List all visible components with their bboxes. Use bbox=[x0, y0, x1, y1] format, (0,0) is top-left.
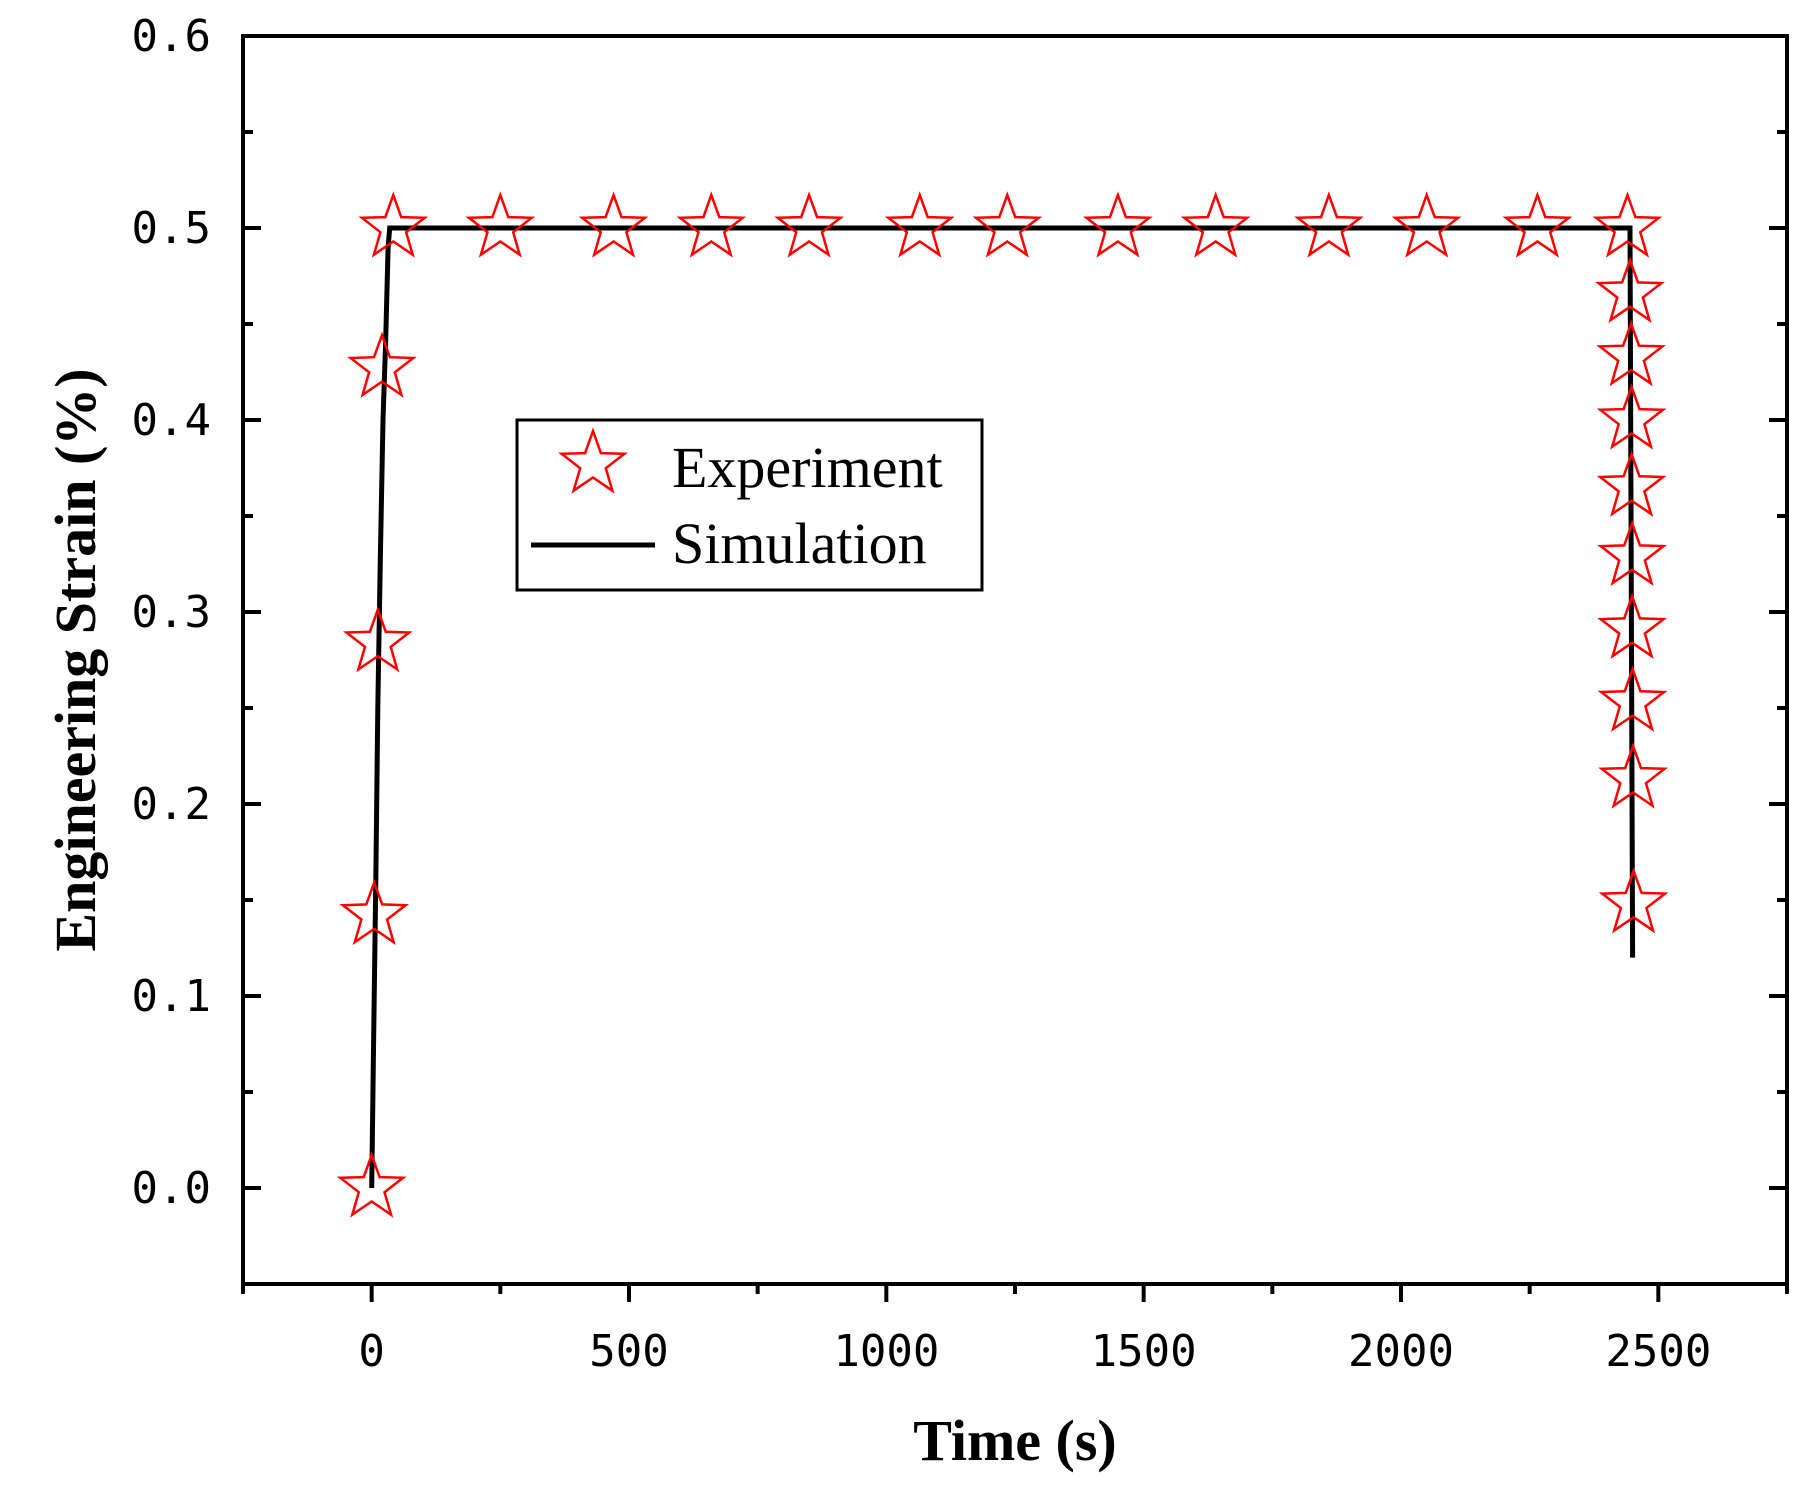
experiment-star-marker bbox=[1592, 191, 1663, 258]
y-axis-ticks bbox=[243, 34, 1787, 1286]
experiment-star-marker bbox=[1597, 592, 1668, 659]
x-tick-label: 0 bbox=[358, 1326, 385, 1377]
y-tick-label: 0.3 bbox=[132, 587, 211, 638]
experiment-star-marker bbox=[1597, 665, 1668, 732]
experiment-star-marker bbox=[1502, 191, 1573, 258]
x-axis-title: Time (s) bbox=[913, 1408, 1117, 1473]
y-tick-label: 0.5 bbox=[132, 203, 211, 254]
experiment-star-marker bbox=[1596, 450, 1667, 517]
experiment-star-marker bbox=[1180, 191, 1251, 258]
y-tick-label: 0.4 bbox=[132, 395, 211, 446]
experiment-star-marker bbox=[339, 878, 410, 946]
y-axis-tick-labels: 0.0 0.1 0.2 0.3 0.4 0.5 0.6 bbox=[132, 11, 211, 1214]
experiment-star-marker bbox=[1598, 742, 1669, 809]
legend-box bbox=[515, 418, 984, 592]
series-layer bbox=[336, 191, 1669, 1218]
experiment-star-marker bbox=[1598, 867, 1669, 934]
experiment-star-marker bbox=[1597, 519, 1668, 586]
experiment-star-marker bbox=[1082, 191, 1153, 258]
y-tick-label: 0.2 bbox=[132, 779, 211, 830]
experiment-star-marker bbox=[676, 191, 747, 258]
y-axis-title: Engineering Strain (%) bbox=[43, 368, 108, 951]
experiment-star-marker bbox=[1595, 256, 1665, 323]
experiment-star-marker bbox=[972, 191, 1043, 258]
experiment-star-marker bbox=[1596, 383, 1667, 450]
experiment-star-marker bbox=[465, 191, 536, 258]
experiment-star-marker bbox=[1391, 191, 1462, 258]
legend-experiment-marker bbox=[558, 427, 628, 494]
experiment-star-marker bbox=[578, 191, 649, 258]
simulation-line bbox=[369, 225, 1636, 1189]
x-axis-ticks bbox=[241, 1284, 1789, 1302]
experiment-star-marker bbox=[774, 191, 845, 258]
x-tick-label: 1500 bbox=[1091, 1326, 1197, 1377]
experiment-star-marker bbox=[336, 1151, 407, 1218]
experiment-star-marker bbox=[1596, 319, 1666, 387]
experiment-star-marker bbox=[1294, 191, 1364, 258]
legend-star-shape bbox=[558, 427, 628, 494]
x-tick-label: 2000 bbox=[1348, 1326, 1454, 1377]
y-tick-label: 0.6 bbox=[132, 11, 211, 62]
x-tick-label: 1000 bbox=[833, 1326, 939, 1377]
experiment-star-marker bbox=[342, 606, 413, 673]
experiment-star-marker bbox=[358, 191, 429, 258]
legend-simulation-label: Simulation bbox=[672, 511, 927, 576]
x-axis-tick-labels: 0 500 1000 1500 2000 2500 bbox=[358, 1326, 1711, 1377]
experiment-star-marker bbox=[347, 331, 417, 398]
y-tick-label: 0.1 bbox=[132, 971, 211, 1022]
experiment-star-marker bbox=[884, 191, 955, 258]
y-tick-label: 0.0 bbox=[132, 1163, 211, 1214]
legend-experiment-label: Experiment bbox=[672, 435, 943, 500]
x-tick-label: 2500 bbox=[1605, 1326, 1711, 1377]
x-tick-label: 500 bbox=[589, 1326, 668, 1377]
legend: Experiment Simulation bbox=[515, 418, 984, 592]
